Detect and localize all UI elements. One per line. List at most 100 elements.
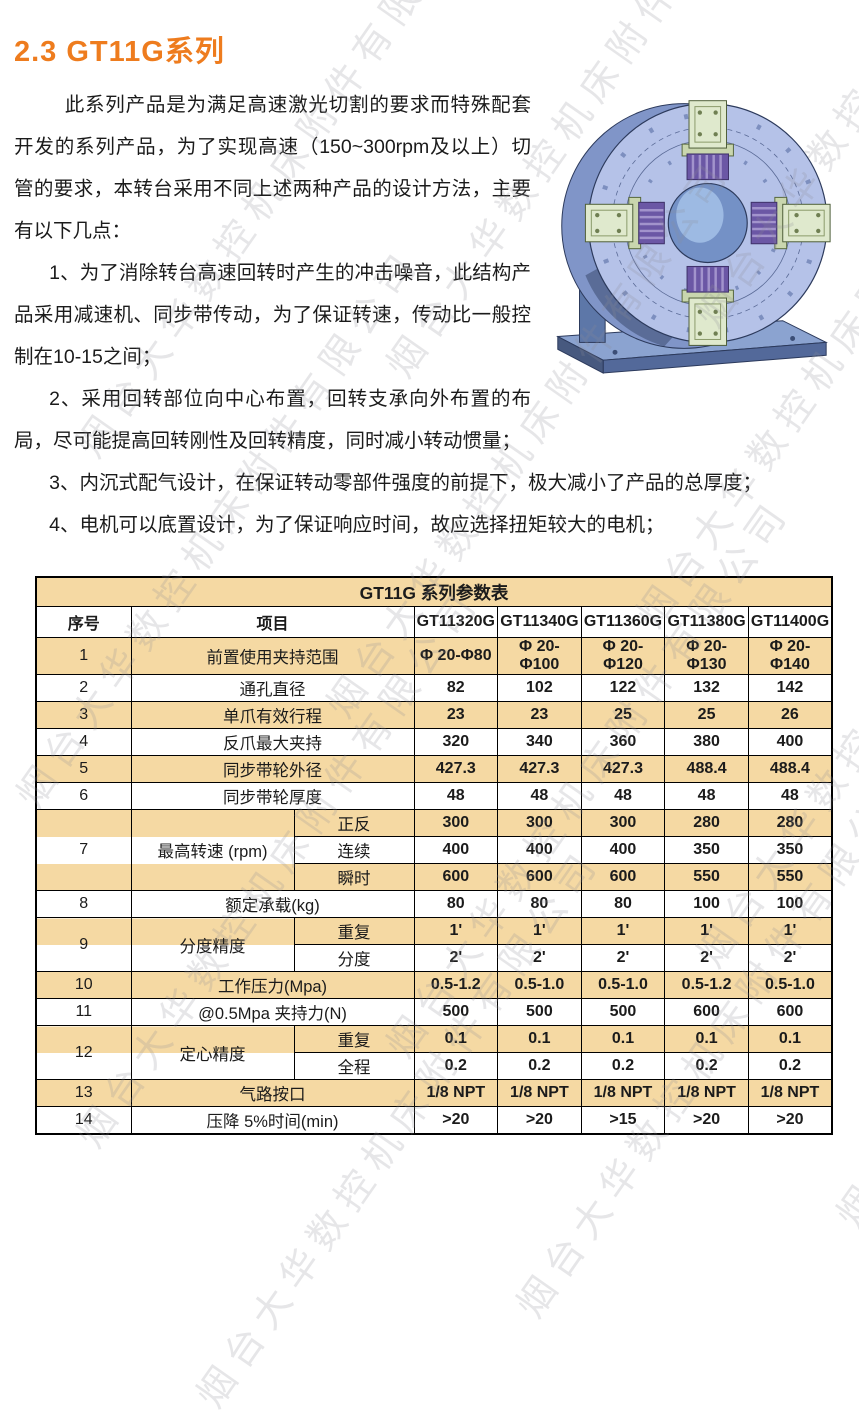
cell-value: 300: [413, 809, 499, 837]
row-no: 1: [35, 637, 132, 675]
cell-value: 600: [580, 863, 666, 891]
cell-value: 48: [497, 782, 582, 810]
table-row: 5 同步带轮外径 427.3 427.3 427.3 488.4 488.4: [35, 755, 833, 783]
row-no: 13: [35, 1079, 132, 1107]
cell-value: >20: [747, 1106, 833, 1135]
row-subitem: 全程: [293, 1052, 415, 1080]
row-item: 分度精度: [130, 917, 295, 972]
cell-value: 488.4: [664, 755, 749, 783]
cell-value: 300: [497, 809, 582, 837]
cell-value: 100: [664, 890, 749, 918]
cell-value: 25: [580, 701, 666, 729]
cell-value: 0.5-1.0: [497, 971, 582, 999]
cell-value: 0.2: [497, 1052, 582, 1080]
cell-value: Φ 20-Φ100: [497, 637, 582, 675]
table-header-row: 序号 项目 GT11320G GT11340G GT11360G GT11380G GT11…: [35, 606, 833, 638]
row-no: 3: [35, 701, 132, 729]
cell-value: 80: [413, 890, 499, 918]
page-title: 2.3 GT11G系列: [14, 36, 225, 68]
row-item: 压降 5%时间(min): [130, 1106, 415, 1135]
cell-value: 500: [497, 998, 582, 1026]
row-no: 7: [35, 809, 132, 891]
cell-value: 122: [580, 674, 666, 702]
row-subitem: 瞬时: [293, 863, 415, 891]
row-item: 同步带轮厚度: [130, 782, 415, 810]
cell-value: Φ 20-Φ120: [580, 637, 666, 675]
row-item: 前置使用夹持范围: [130, 637, 415, 675]
col-header-model: GT11360G: [580, 606, 666, 638]
table-row: 2 通孔直径 82 102 122 132 142: [35, 674, 833, 702]
col-header-model: GT11340G: [497, 606, 582, 638]
cell-value: 0.2: [413, 1052, 499, 1080]
col-header-model: GT11320G: [413, 606, 499, 638]
cell-value: 500: [413, 998, 499, 1026]
cell-value: 1/8 NPT: [664, 1079, 749, 1107]
params-table-wrap: GT11G 系列参数表 序号 项目 GT11320G GT11340G GT11360G G…: [35, 576, 859, 1135]
row-no: 5: [35, 755, 132, 783]
row-no: 12: [35, 1025, 132, 1080]
row-no: 14: [35, 1106, 132, 1135]
row-no: 6: [35, 782, 132, 810]
row-item: @0.5Mpa 夹持力(N): [130, 998, 415, 1026]
cell-value: 600: [664, 998, 749, 1026]
cell-value: 300: [580, 809, 666, 837]
cell-value: Φ 20-Φ140: [747, 637, 833, 675]
row-no: 8: [35, 890, 132, 918]
cell-value: 600: [413, 863, 499, 891]
cell-value: >20: [413, 1106, 499, 1135]
cell-value: 350: [747, 836, 833, 864]
table-row: 7 最高转速 (rpm) 正反 300 300 300 280 280: [35, 809, 833, 891]
table-title: GT11G 系列参数表: [35, 576, 833, 607]
table-row: 13 气路按口 1/8 NPT 1/8 NPT 1/8 NPT 1/8 NPT 1/8 NP…: [35, 1079, 833, 1107]
cell-value: 0.5-1.0: [580, 971, 666, 999]
cell-value: 1/8 NPT: [413, 1079, 499, 1107]
cell-value: 1/8 NPT: [580, 1079, 666, 1107]
cell-value: 82: [413, 674, 499, 702]
cell-value: 400: [413, 836, 499, 864]
cell-value: 23: [413, 701, 499, 729]
cell-value: 0.2: [747, 1052, 833, 1080]
cell-value: 132: [664, 674, 749, 702]
cell-value: 23: [497, 701, 582, 729]
point-1: 1、为了消除转台高速回转时产生的冲击噪音，此结构产品采用减速机、同步带传动，为了…: [14, 262, 531, 368]
row-no: 9: [35, 917, 132, 972]
cell-value: 360: [580, 728, 666, 756]
cell-value: 48: [664, 782, 749, 810]
table-row: 14 压降 5%时间(min) >20 >20 >15 >20 >20: [35, 1106, 833, 1135]
cell-value: 0.1: [580, 1025, 666, 1053]
cell-value: 100: [747, 890, 833, 918]
row-item: 最高转速 (rpm): [130, 809, 295, 891]
row-subitem: 重复: [293, 1025, 415, 1053]
cell-value: 427.3: [580, 755, 666, 783]
col-header-model: GT11380G: [664, 606, 749, 638]
row-item: 工作压力(Mpa): [130, 971, 415, 999]
cell-value: 400: [497, 836, 582, 864]
cell-value: 400: [747, 728, 833, 756]
table-row: 4 反爪最大夹持 320 340 360 380 400: [35, 728, 833, 756]
row-item: 单爪有效行程: [130, 701, 415, 729]
cell-value: 600: [497, 863, 582, 891]
cell-value: 550: [747, 863, 833, 891]
row-subitem: 正反: [293, 809, 415, 837]
row-item: 气路按口: [130, 1079, 415, 1107]
cell-value: 488.4: [747, 755, 833, 783]
cell-value: 1': [497, 917, 582, 945]
cell-value: 2': [747, 944, 833, 972]
cell-value: 400: [580, 836, 666, 864]
point-2: 2、采用回转部位向中心布置，回转支承向外布置的布局，尽可能提高回转刚性及回转精度…: [14, 388, 531, 452]
cell-value: 48: [747, 782, 833, 810]
cell-value: Φ 20-Φ130: [664, 637, 749, 675]
row-no: 11: [35, 998, 132, 1026]
cell-value: 350: [664, 836, 749, 864]
point-4: 4、电机可以底置设计，为了保证响应时间，故应选择扭矩较大的电机；: [49, 514, 665, 536]
params-table: GT11G 系列参数表 序号 项目 GT11320G GT11340G GT11360G G…: [35, 576, 833, 1135]
cell-value: 1': [580, 917, 666, 945]
cell-value: 2': [580, 944, 666, 972]
cell-value: 427.3: [497, 755, 582, 783]
table-row: 3 单爪有效行程 23 23 25 25 26: [35, 701, 833, 729]
row-no: 10: [35, 971, 132, 999]
cell-value: 2': [664, 944, 749, 972]
col-header-model: GT11400G: [747, 606, 833, 638]
col-header-no: 序号: [35, 606, 132, 638]
